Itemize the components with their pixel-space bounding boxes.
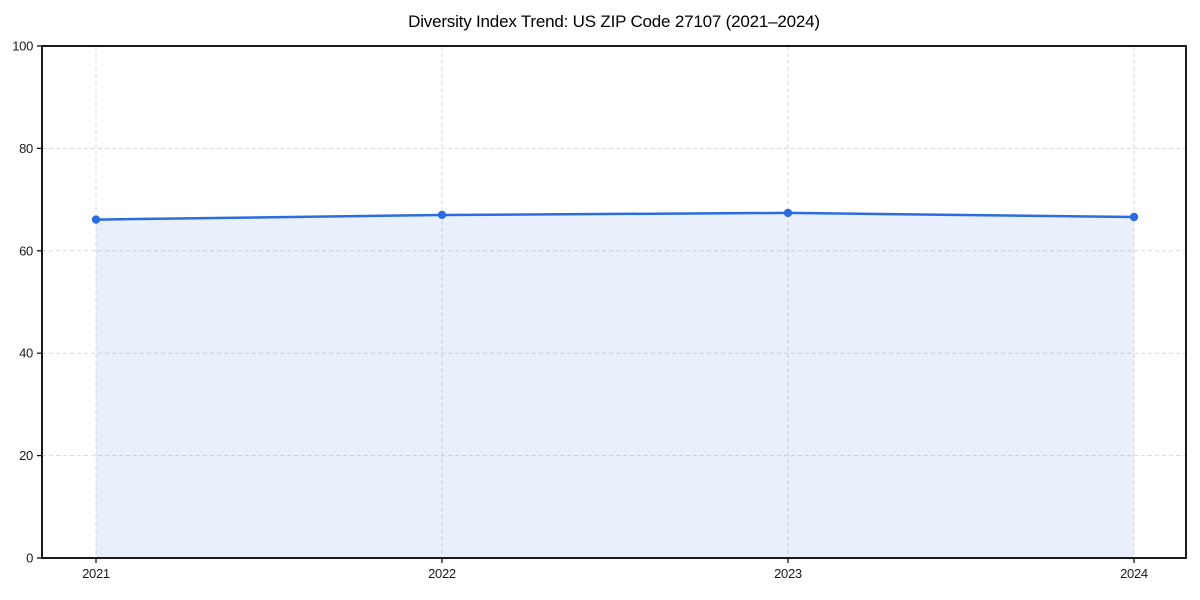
x-tick-label: 2023 <box>774 566 802 581</box>
x-tick-label: 2021 <box>82 566 110 581</box>
data-point-marker <box>1129 212 1139 222</box>
data-point-marker <box>437 210 447 220</box>
y-tick-label: 20 <box>19 448 33 463</box>
series-area <box>96 212 1134 559</box>
data-point-marker <box>91 215 101 224</box>
y-tick-label: 100 <box>12 39 33 54</box>
y-tick-label: 80 <box>19 141 33 156</box>
data-point-marker <box>783 208 793 218</box>
x-tick-label: 2024 <box>1120 566 1148 581</box>
x-tick-label: 2022 <box>428 566 456 581</box>
y-tick-label: 0 <box>26 551 33 566</box>
y-tick-label: 60 <box>19 243 33 258</box>
series-line <box>94 211 1136 221</box>
chart-title: Diversity Index Trend: US ZIP Code 27107… <box>408 12 820 31</box>
y-tick-label: 40 <box>19 346 33 361</box>
plot-border <box>41 45 1187 559</box>
